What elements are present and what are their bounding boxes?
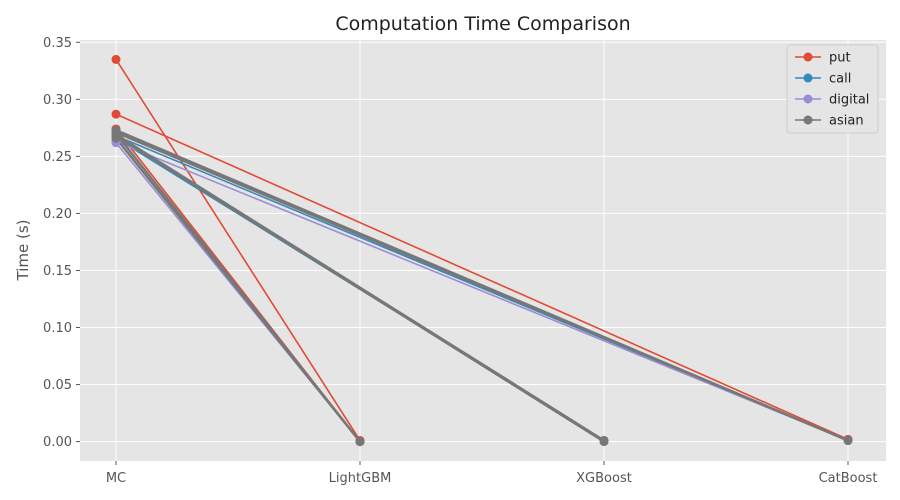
- asian-data-point: [843, 435, 853, 445]
- x-tick-label: LightGBM: [329, 471, 392, 486]
- asian-series-line: [114, 133, 606, 442]
- y-tick-label: 0.15: [43, 264, 72, 279]
- asian-series-line: [114, 131, 850, 442]
- legend-marker-put: [803, 52, 813, 62]
- legend-marker-call: [803, 73, 813, 83]
- y-tick-label: 0.05: [43, 378, 72, 393]
- put-series-line: [115, 113, 849, 441]
- asian-data-point: [111, 130, 121, 140]
- digital-series-line: [115, 140, 849, 442]
- asian-series-line: [114, 136, 362, 443]
- y-axis-ticks: 0.00 0.05 0.10 0.15 0.20 0.25 0.30 0.35: [43, 36, 80, 450]
- x-tick-label: XGBoost: [576, 471, 632, 486]
- x-tick-label: CatBoost: [819, 471, 878, 486]
- y-tick-label: 0.00: [43, 435, 72, 450]
- put-data-point: [111, 109, 121, 119]
- legend-label-put: put: [829, 51, 851, 66]
- y-tick-label: 0.30: [43, 93, 72, 108]
- legend-box: [786, 44, 879, 134]
- put-series-line: [115, 58, 361, 442]
- legend: put call digital asian: [786, 44, 879, 134]
- legend-label-digital: digital: [829, 93, 869, 108]
- put-data-point: [111, 54, 121, 64]
- legend-label-call: call: [829, 72, 851, 87]
- legend-marker-digital: [803, 94, 813, 104]
- x-tick-label: MC: [106, 471, 126, 486]
- series-points: [111, 54, 853, 447]
- y-tick-label: 0.35: [43, 36, 72, 51]
- y-tick-label: 0.25: [43, 150, 72, 165]
- plot-area: [80, 40, 886, 461]
- chart-title: Computation Time Comparison: [335, 13, 630, 35]
- y-tick-label: 0.10: [43, 321, 72, 336]
- series-lines: [114, 58, 850, 443]
- y-tick-label: 0.20: [43, 207, 72, 222]
- legend-label-asian: asian: [829, 114, 864, 129]
- asian-data-point: [355, 437, 365, 447]
- legend-marker-asian: [803, 115, 813, 125]
- asian-data-point: [599, 435, 609, 445]
- y-axis-label: Time (s): [14, 220, 32, 282]
- x-axis-ticks: MC LightGBM XGBoost CatBoost: [106, 461, 878, 486]
